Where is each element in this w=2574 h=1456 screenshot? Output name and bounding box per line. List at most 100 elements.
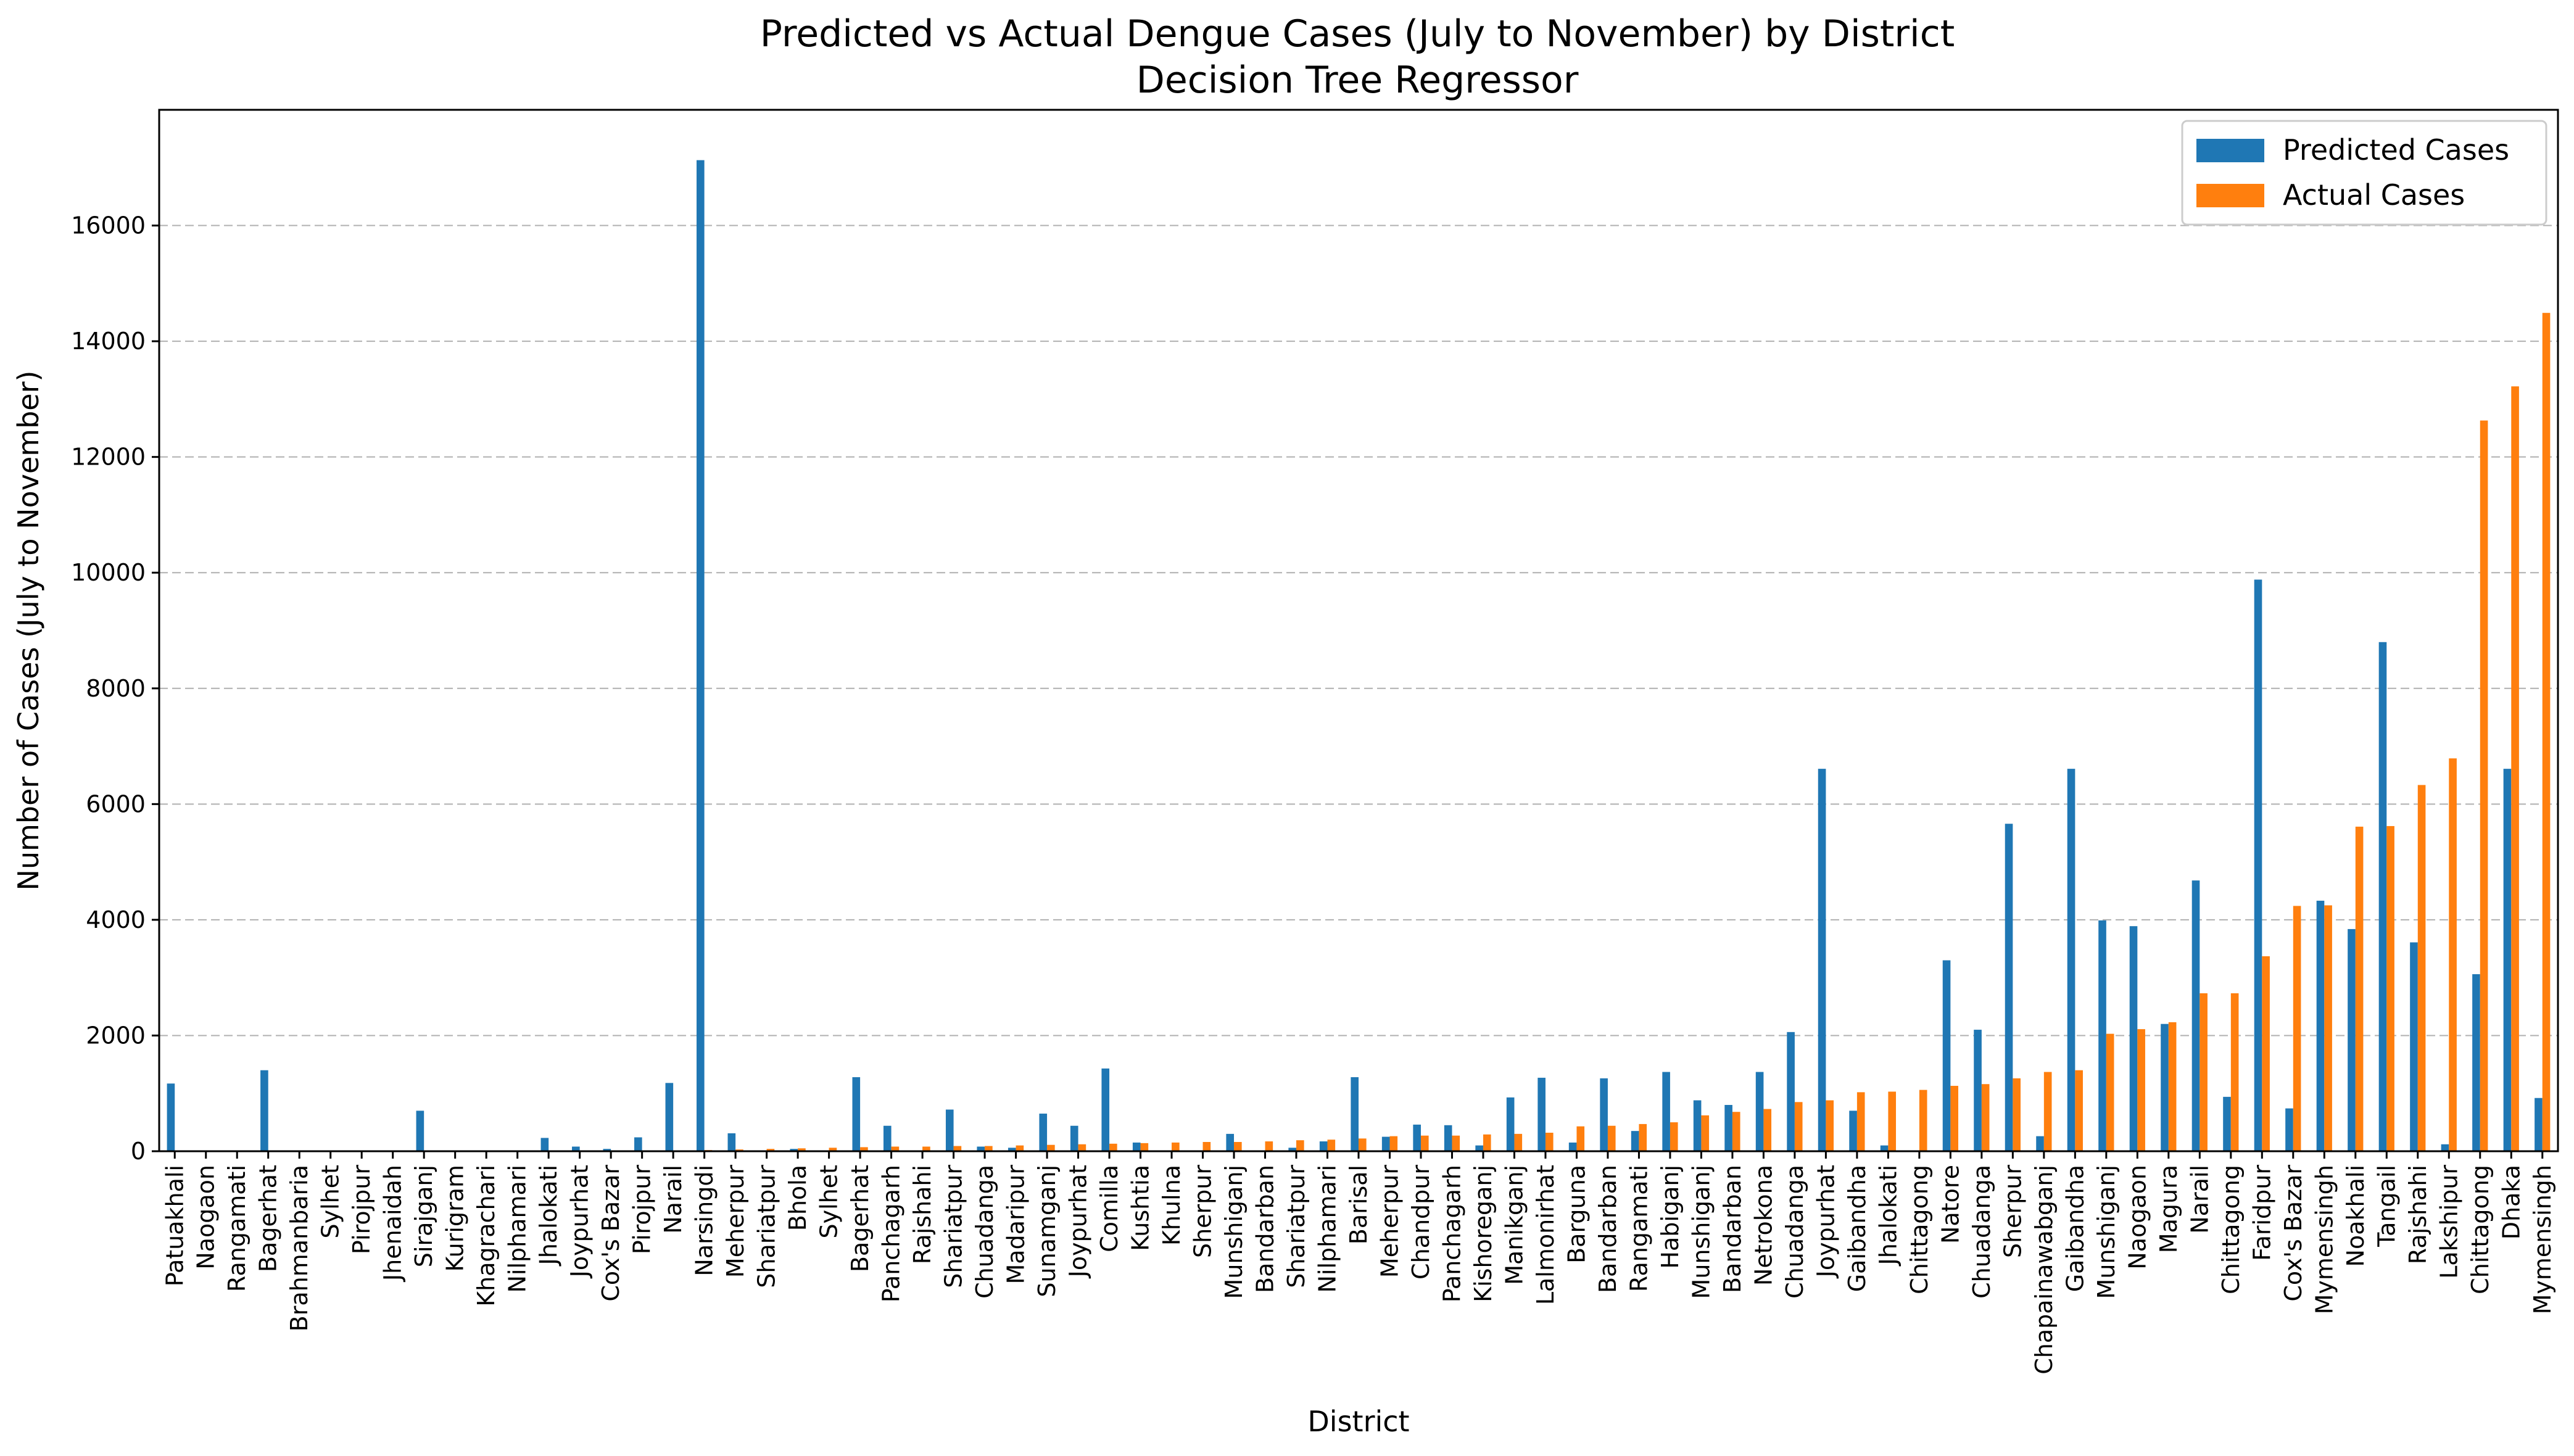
y-tick-label: 8000 bbox=[86, 675, 146, 702]
bar-predicted bbox=[1662, 1072, 1670, 1151]
bar-actual bbox=[2417, 785, 2426, 1151]
bar-predicted bbox=[2348, 929, 2356, 1151]
bar-predicted bbox=[540, 1138, 549, 1151]
x-tick-label: Munshiganj bbox=[1220, 1165, 1248, 1299]
bar-actual bbox=[1670, 1122, 1678, 1151]
bar-predicted bbox=[2129, 926, 2138, 1151]
bar-predicted bbox=[1444, 1125, 1452, 1151]
bar-actual bbox=[1172, 1142, 1180, 1151]
bar-predicted bbox=[2316, 900, 2325, 1151]
bar-predicted bbox=[1132, 1142, 1141, 1151]
x-tick-label: Bagerhat bbox=[255, 1165, 282, 1272]
bar-predicted bbox=[977, 1146, 985, 1151]
bar-actual bbox=[1327, 1140, 1336, 1151]
bar-actual bbox=[1794, 1102, 1803, 1151]
x-tick-label: Chuadanga bbox=[1968, 1165, 1995, 1299]
x-tick-label: Munshiganj bbox=[2093, 1165, 2120, 1299]
bar-actual bbox=[766, 1149, 775, 1151]
bar-actual bbox=[1452, 1135, 1460, 1151]
bar-predicted bbox=[2254, 579, 2262, 1151]
bar-actual bbox=[1296, 1140, 1304, 1151]
x-tick-label: Chapainawabganj bbox=[2030, 1165, 2058, 1375]
bar-actual bbox=[2106, 1033, 2114, 1151]
x-tick-label: Panchagarh bbox=[1438, 1165, 1465, 1302]
bar-actual bbox=[1265, 1141, 1273, 1151]
x-tick-label: Bhola bbox=[784, 1165, 811, 1231]
x-tick-label: Brahmanbaria bbox=[286, 1165, 313, 1331]
bar-actual bbox=[2168, 1022, 2177, 1151]
bar-predicted bbox=[2005, 824, 2013, 1151]
x-tick-label: Lakshipur bbox=[2435, 1165, 2462, 1279]
x-tick-label: Gaibandha bbox=[1844, 1165, 1871, 1292]
bar-predicted bbox=[945, 1109, 954, 1151]
bar-predicted bbox=[2535, 1098, 2543, 1151]
x-tick-label: Cox's Bazar bbox=[2280, 1165, 2307, 1302]
bar-actual bbox=[1763, 1109, 1772, 1151]
x-tick-label: Chittagong bbox=[2467, 1165, 2494, 1294]
bar-predicted bbox=[1226, 1133, 1235, 1151]
bar-predicted bbox=[603, 1149, 611, 1151]
bar-predicted bbox=[1787, 1032, 1795, 1151]
x-tick-label: Joypurhat bbox=[566, 1165, 594, 1278]
bar-predicted bbox=[1631, 1131, 1639, 1151]
bar-predicted bbox=[852, 1077, 861, 1151]
bar-actual bbox=[2137, 1029, 2145, 1151]
bar-actual bbox=[2542, 313, 2551, 1151]
x-tick-label: Mymensingh bbox=[2529, 1165, 2556, 1314]
x-tick-label: Manikganj bbox=[1500, 1165, 1528, 1285]
bar-actual bbox=[1420, 1135, 1429, 1151]
bar-predicted bbox=[1974, 1030, 1982, 1151]
x-tick-label: Natore bbox=[1937, 1165, 1964, 1244]
x-tick-label: Nilphamari bbox=[1314, 1165, 1341, 1293]
bar-actual bbox=[2013, 1078, 2021, 1151]
x-tick-label: Mymensingh bbox=[2311, 1165, 2338, 1314]
bar-predicted bbox=[790, 1149, 798, 1151]
bar-predicted bbox=[1755, 1072, 1764, 1151]
x-tick-label: Munshiganj bbox=[1687, 1165, 1715, 1299]
legend-label-predicted: Predicted Cases bbox=[2283, 133, 2509, 167]
legend-frame bbox=[2181, 120, 2547, 226]
bar-predicted bbox=[1039, 1114, 1048, 1151]
bar-predicted bbox=[1319, 1141, 1328, 1151]
bar-actual bbox=[1016, 1145, 1024, 1151]
x-tick-label: Khulna bbox=[1158, 1165, 1185, 1246]
x-tick-label: Barisal bbox=[1345, 1165, 1372, 1244]
x-tick-label: Khagrachari bbox=[473, 1165, 500, 1307]
bar-predicted bbox=[2503, 769, 2512, 1151]
bar-actual bbox=[1919, 1090, 1927, 1151]
plot-frame bbox=[158, 109, 2559, 1152]
bar-predicted bbox=[167, 1083, 175, 1151]
x-tick-label: Bagerhat bbox=[846, 1165, 874, 1272]
bar-actual bbox=[1981, 1084, 1990, 1151]
x-tick-label: Sirajganj bbox=[410, 1165, 437, 1267]
bar-actual bbox=[1888, 1091, 1897, 1151]
y-axis-ticks: 0 2000 4000 6000 8000 10000 12000 14000 16000 bbox=[71, 212, 159, 1165]
bar-predicted bbox=[1475, 1145, 1483, 1151]
bar-actual bbox=[1856, 1092, 1865, 1151]
chart-subtitle: Decision Tree Regressor bbox=[1136, 59, 1579, 102]
y-tick-label: 14000 bbox=[71, 328, 146, 355]
x-tick-label: Meherpur bbox=[1376, 1165, 1403, 1278]
bar-actual bbox=[2230, 993, 2239, 1151]
x-tick-label: Narail bbox=[660, 1165, 687, 1234]
y-tick-label: 4000 bbox=[86, 906, 146, 933]
legend: Predicted Cases Actual Cases bbox=[2181, 120, 2547, 226]
x-tick-label: Comilla bbox=[1096, 1165, 1123, 1252]
bar-predicted bbox=[2223, 1096, 2231, 1151]
x-tick-label: Bandarban bbox=[1252, 1165, 1279, 1293]
bar-predicted bbox=[2036, 1136, 2044, 1151]
bar-predicted bbox=[2191, 880, 2200, 1151]
bar-predicted bbox=[1849, 1111, 1857, 1151]
bar-actual bbox=[985, 1146, 993, 1151]
bar-actual bbox=[1078, 1144, 1086, 1151]
x-tick-label: Kurigram bbox=[442, 1165, 469, 1272]
chart-title: Predicted vs Actual Dengue Cases (July t… bbox=[760, 12, 1955, 56]
bar-actual bbox=[1109, 1143, 1117, 1151]
bar-actual bbox=[860, 1147, 868, 1151]
x-tick-label: Netrokona bbox=[1750, 1165, 1777, 1286]
bar-predicted bbox=[1070, 1125, 1078, 1151]
y-tick-label: 10000 bbox=[71, 559, 146, 586]
x-tick-label: Patuakhali bbox=[161, 1165, 188, 1286]
x-tick-label: Panchagarh bbox=[878, 1165, 905, 1302]
